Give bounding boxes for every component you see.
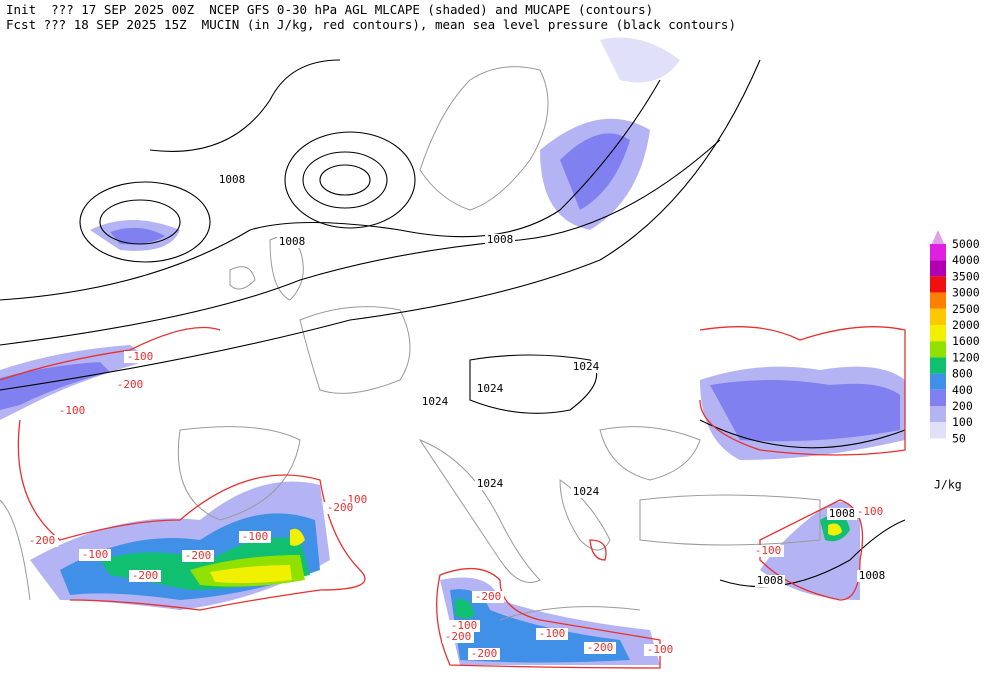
label-bg [56,405,88,417]
cin-label: -200 [117,378,144,391]
label-bg [475,383,505,395]
pressure-label: 1024 [477,477,504,490]
legend-swatch [930,341,946,358]
legend-swatch [930,357,946,374]
legend-swatch [930,373,946,390]
header-line: Fcst ??? 18 SEP 2025 15Z MUCIN (in J/kg,… [6,17,736,32]
cin-label: -200 [327,501,354,514]
pressure-label: 1008 [757,574,784,587]
legend-label: 3000 [952,286,980,300]
label-bg [752,545,784,557]
label-bg [114,379,146,391]
cin-contours [0,326,906,669]
legend-label: 50 [952,431,966,445]
cape-shading [0,37,905,665]
cin-label: -200 [445,630,472,643]
legend-swatch [930,389,946,406]
label-bg [26,535,58,547]
label-bg [79,549,111,561]
legend-label: 1200 [952,350,980,364]
legend-label: 400 [952,383,973,397]
cin-label: -100 [755,544,782,557]
label-bg [475,478,505,490]
pressure-label: 1008 [279,235,306,248]
label-bg [755,575,785,587]
cin-label: -200 [587,641,614,654]
pressure-label: 1008 [487,233,514,246]
legend-swatch [930,244,946,261]
label-bg [182,550,214,562]
cin-label: -100 [59,404,86,417]
legend-label: 2500 [952,302,980,316]
label-bg [129,570,161,582]
label-bg [468,648,500,660]
cin-label: -200 [132,569,159,582]
cin-label: -100 [539,627,566,640]
pressure-label: 1008 [219,173,246,186]
label-bg [217,174,247,186]
pressure-label: 1024 [573,485,600,498]
legend-swatch [930,422,946,439]
pressure-label: 1024 [477,382,504,395]
legend-swatch [930,260,946,277]
cin-label: -100 [242,530,269,543]
label-bg [536,628,568,640]
legend-label: 3500 [952,269,980,283]
legend-label: 5000 [952,237,980,251]
label-bg [448,620,480,632]
label-bg [420,396,450,408]
cin-label: -200 [185,549,212,562]
label-bg [571,361,601,373]
isobars [0,59,906,588]
cin-label: -100 [857,505,884,518]
legend-label: 2000 [952,318,980,332]
header-line: Init ??? 17 SEP 2025 00Z NCEP GFS 0-30 h… [6,2,653,17]
label-bg [277,236,307,248]
legend-units: J/kg [934,478,962,492]
label-bg [124,351,156,363]
cin-label: -100 [127,350,154,363]
label-bg [644,644,676,656]
legend-swatch [930,276,946,293]
legend-label: 4000 [952,253,980,267]
legend-label: 100 [952,415,973,429]
label-bg [854,506,886,518]
cin-label: -200 [29,534,56,547]
label-bg [239,531,271,543]
label-bg [571,486,601,498]
label-bg [442,631,474,643]
label-bg [857,570,887,582]
pressure-label: 1024 [422,395,449,408]
legend-label: 800 [952,367,973,381]
legend-swatch [930,292,946,309]
cin-label: -200 [471,647,498,660]
pressure-label: 1008 [859,569,886,582]
label-bg [324,502,356,514]
label-bg [485,234,515,246]
legend-swatch [930,406,946,423]
legend-label: 1600 [952,334,980,348]
legend-swatch [930,325,946,342]
label-bg [584,642,616,654]
cin-label: -100 [82,548,109,561]
legend-swatch [930,230,946,248]
cin-label: -100 [451,619,478,632]
legend-label: 200 [952,399,973,413]
legend-swatch [930,308,946,325]
label-bg [827,508,857,520]
pressure-label: 1008 [829,507,856,520]
cin-label: -200 [475,590,502,603]
pressure-label: 1024 [573,360,600,373]
label-bg [472,591,504,603]
cin-label: -100 [647,643,674,656]
